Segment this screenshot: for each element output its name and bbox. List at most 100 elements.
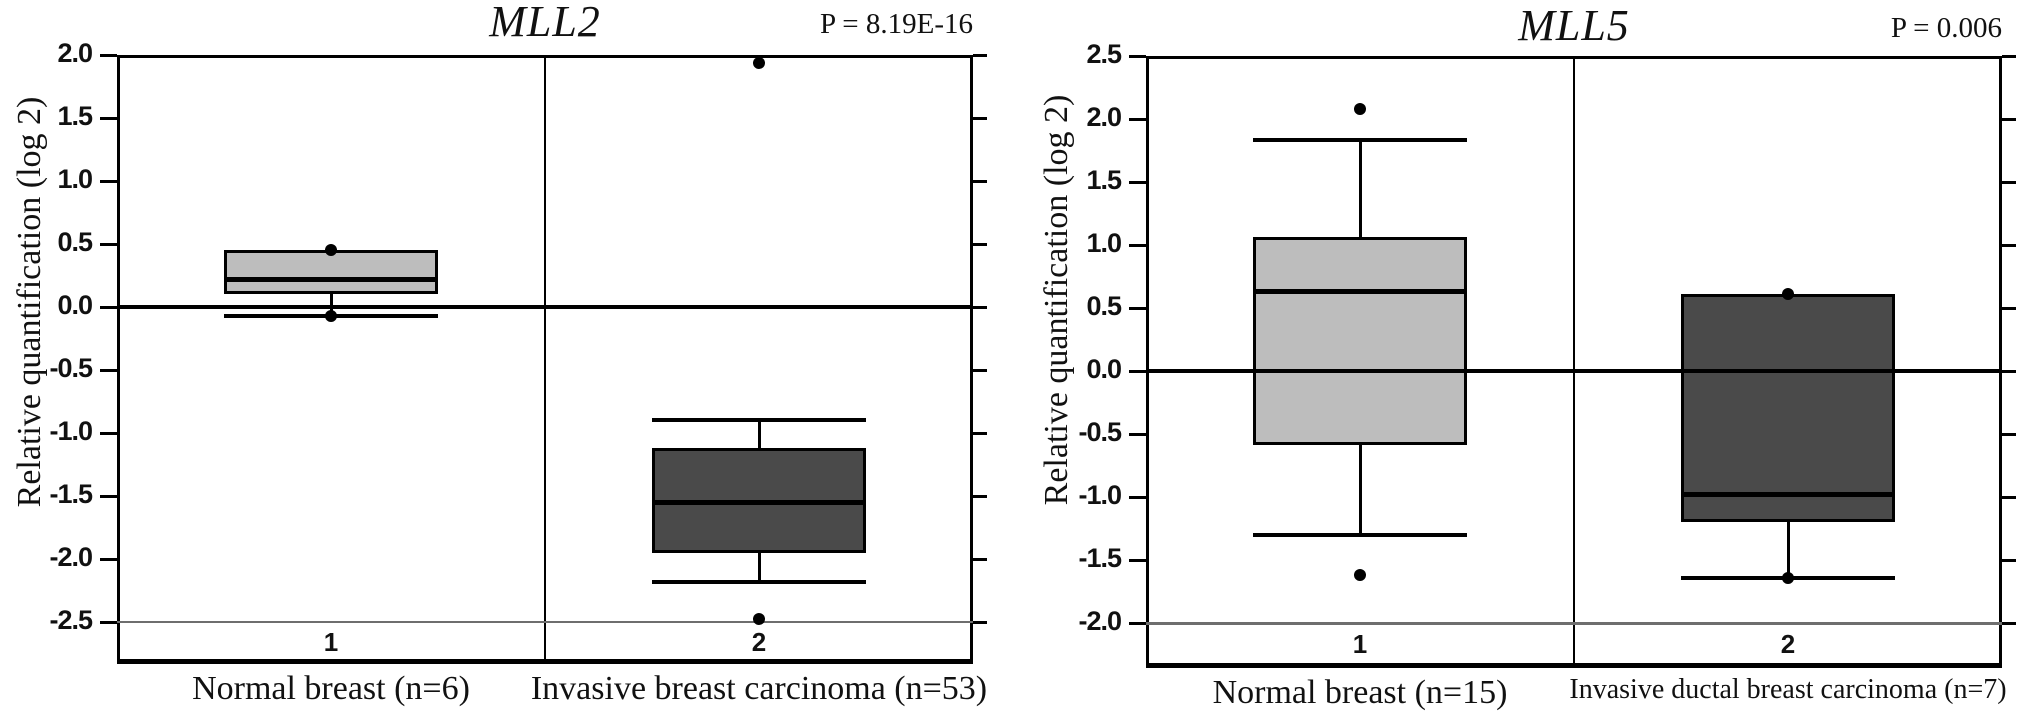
y-tick-left	[1129, 558, 1146, 562]
y-tick-right	[2002, 558, 2016, 562]
y-tick-left	[100, 557, 117, 561]
outlier-dot	[1354, 569, 1366, 582]
y-tick-label: -2.0	[1078, 606, 1122, 636]
y-tick-label: -0.5	[49, 353, 93, 383]
whisker-cap-low	[652, 579, 866, 584]
y-tick-left	[100, 620, 117, 624]
box-light	[224, 250, 438, 295]
whisker-stem-low	[1358, 445, 1362, 535]
y-tick-label: 2.5	[1086, 39, 1122, 69]
x-group-label: Invasive ductal breast carcinoma (n=7)	[1569, 674, 2007, 705]
y-tick-left	[1129, 621, 1146, 625]
y-tick-left	[1129, 432, 1146, 436]
whisker-cap-high	[652, 418, 866, 423]
y-tick-right	[973, 431, 987, 435]
y-tick-label: -1.0	[1078, 480, 1122, 510]
floor-gridline	[1146, 621, 2002, 625]
y-tick-right	[2002, 432, 2016, 436]
y-tick-left	[100, 305, 117, 309]
y-tick-label: 2.0	[57, 38, 93, 68]
x-group-number: 2	[1780, 629, 1796, 659]
y-tick-left	[100, 53, 117, 57]
outlier-dot	[325, 309, 337, 322]
y-tick-left	[1129, 495, 1146, 499]
y-tick-right	[2002, 495, 2016, 499]
y-tick-left	[100, 179, 117, 183]
y-tick-right	[973, 53, 987, 57]
y-tick-left	[100, 431, 117, 435]
y-tick-left	[1129, 117, 1146, 121]
floor-gridline	[117, 621, 973, 623]
box-dark	[1681, 294, 1895, 523]
y-tick-label: 2.0	[1086, 102, 1122, 132]
y-tick-right	[973, 368, 987, 372]
y-tick-right	[2002, 621, 2016, 625]
median-line	[224, 276, 438, 282]
p-value-label-mll5: P = 0.006	[1890, 12, 2002, 44]
outlier-dot	[325, 244, 337, 257]
x-group-number: 2	[751, 627, 767, 657]
y-tick-left	[100, 494, 117, 498]
outlier-dot	[753, 613, 765, 626]
y-tick-label: 1.0	[57, 164, 93, 194]
y-tick-right	[973, 116, 987, 120]
median-line	[1253, 289, 1467, 295]
x-group-label: Normal breast (n=6)	[192, 670, 470, 707]
x-group-number: 1	[323, 627, 339, 657]
whisker-stem-high	[1358, 140, 1362, 238]
median-line	[1681, 491, 1895, 497]
median-line	[652, 499, 866, 505]
chart-title-mll5: MLL5	[1518, 1, 1630, 50]
whisker-cap-high	[1253, 138, 1467, 143]
y-tick-label: -1.5	[49, 479, 93, 509]
y-tick-left	[1129, 306, 1146, 310]
y-tick-label: -2.0	[49, 542, 93, 572]
y-tick-label: 1.5	[57, 101, 93, 131]
y-tick-left	[1129, 243, 1146, 247]
x-group-label: Invasive breast carcinoma (n=53)	[530, 670, 988, 707]
y-tick-label: 1.0	[1086, 228, 1122, 258]
y-tick-right	[2002, 369, 2016, 373]
x-group-label: Normal breast (n=15)	[1212, 674, 1508, 711]
y-tick-right	[2002, 180, 2016, 184]
y-tick-left	[1129, 54, 1146, 58]
y-tick-right	[973, 494, 987, 498]
y-tick-left	[1129, 180, 1146, 184]
zero-line	[1146, 369, 2002, 373]
x-group-number: 1	[1352, 629, 1368, 659]
y-tick-right	[973, 179, 987, 183]
y-tick-right	[2002, 117, 2016, 121]
y-tick-right	[973, 305, 987, 309]
y-tick-right	[2002, 243, 2016, 247]
group-divider-line	[1573, 56, 1575, 668]
y-tick-left	[100, 368, 117, 372]
y-tick-right	[973, 557, 987, 561]
whisker-stem-high	[757, 420, 761, 449]
y-tick-left	[1129, 369, 1146, 373]
outlier-dot	[1354, 102, 1366, 115]
y-tick-label: 0.5	[1086, 291, 1122, 321]
y-tick-right	[973, 242, 987, 246]
chart-title-mll2: MLL2	[489, 0, 601, 46]
y-tick-label: 0.0	[57, 290, 93, 320]
whisker-stem-low	[1786, 522, 1790, 578]
y-tick-label: 1.5	[1086, 165, 1122, 195]
y-tick-right	[2002, 54, 2016, 58]
zero-line	[117, 305, 973, 309]
y-tick-left	[100, 116, 117, 120]
outlier-dot	[753, 56, 765, 69]
y-tick-left	[100, 242, 117, 246]
y-tick-right	[973, 620, 987, 624]
y-tick-label: -1.5	[1078, 543, 1122, 573]
y-tick-label: -1.0	[49, 416, 93, 446]
whisker-stem-low	[757, 552, 761, 582]
outlier-dot	[1782, 571, 1794, 584]
y-tick-right	[2002, 306, 2016, 310]
box-light	[1253, 237, 1467, 446]
outlier-dot	[1782, 288, 1794, 301]
whisker-cap-low	[1253, 532, 1467, 537]
y-tick-label: -0.5	[1078, 417, 1122, 447]
